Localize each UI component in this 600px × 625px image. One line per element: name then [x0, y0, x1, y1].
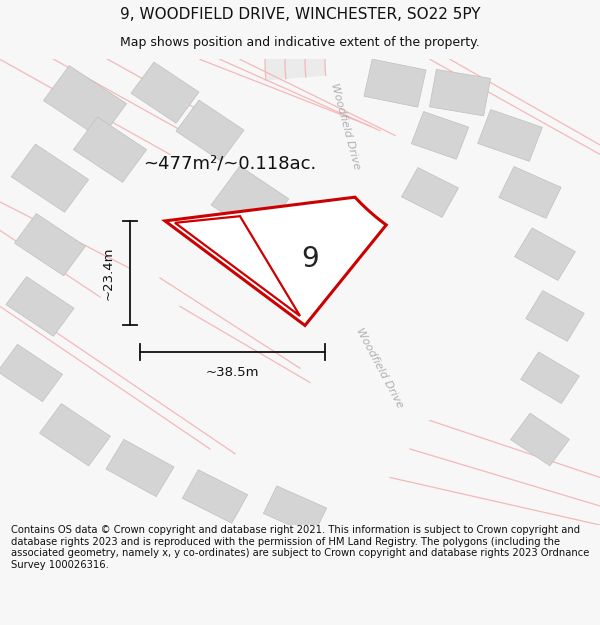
- Polygon shape: [40, 404, 110, 466]
- Polygon shape: [526, 291, 584, 341]
- Text: ~477m²/~0.118ac.: ~477m²/~0.118ac.: [143, 155, 317, 173]
- Polygon shape: [401, 168, 458, 217]
- Polygon shape: [521, 352, 580, 404]
- Polygon shape: [515, 228, 575, 281]
- Text: Map shows position and indicative extent of the property.: Map shows position and indicative extent…: [120, 36, 480, 49]
- Polygon shape: [430, 69, 491, 116]
- Polygon shape: [43, 66, 127, 139]
- Polygon shape: [14, 214, 85, 276]
- Polygon shape: [0, 344, 62, 402]
- Polygon shape: [364, 59, 426, 107]
- Polygon shape: [511, 413, 569, 466]
- Polygon shape: [263, 486, 326, 536]
- Polygon shape: [11, 144, 89, 212]
- Polygon shape: [499, 166, 561, 218]
- Polygon shape: [106, 439, 174, 497]
- Polygon shape: [478, 109, 542, 161]
- Text: 9: 9: [301, 245, 319, 273]
- Text: 9, WOODFIELD DRIVE, WINCHESTER, SO22 5PY: 9, WOODFIELD DRIVE, WINCHESTER, SO22 5PY: [120, 8, 480, 22]
- Polygon shape: [6, 277, 74, 336]
- Polygon shape: [182, 470, 248, 523]
- Polygon shape: [131, 62, 199, 123]
- Text: Contains OS data © Crown copyright and database right 2021. This information is : Contains OS data © Crown copyright and d…: [11, 525, 589, 570]
- Text: Woodfield Drive: Woodfield Drive: [355, 326, 406, 410]
- Polygon shape: [176, 100, 244, 161]
- Text: ~23.4m: ~23.4m: [101, 246, 115, 300]
- Polygon shape: [265, 0, 503, 81]
- Text: ~38.5m: ~38.5m: [206, 366, 259, 379]
- Polygon shape: [73, 117, 146, 182]
- Text: Woodfield Drive: Woodfield Drive: [329, 81, 361, 170]
- Polygon shape: [411, 111, 469, 159]
- Polygon shape: [165, 197, 386, 326]
- Polygon shape: [211, 166, 289, 238]
